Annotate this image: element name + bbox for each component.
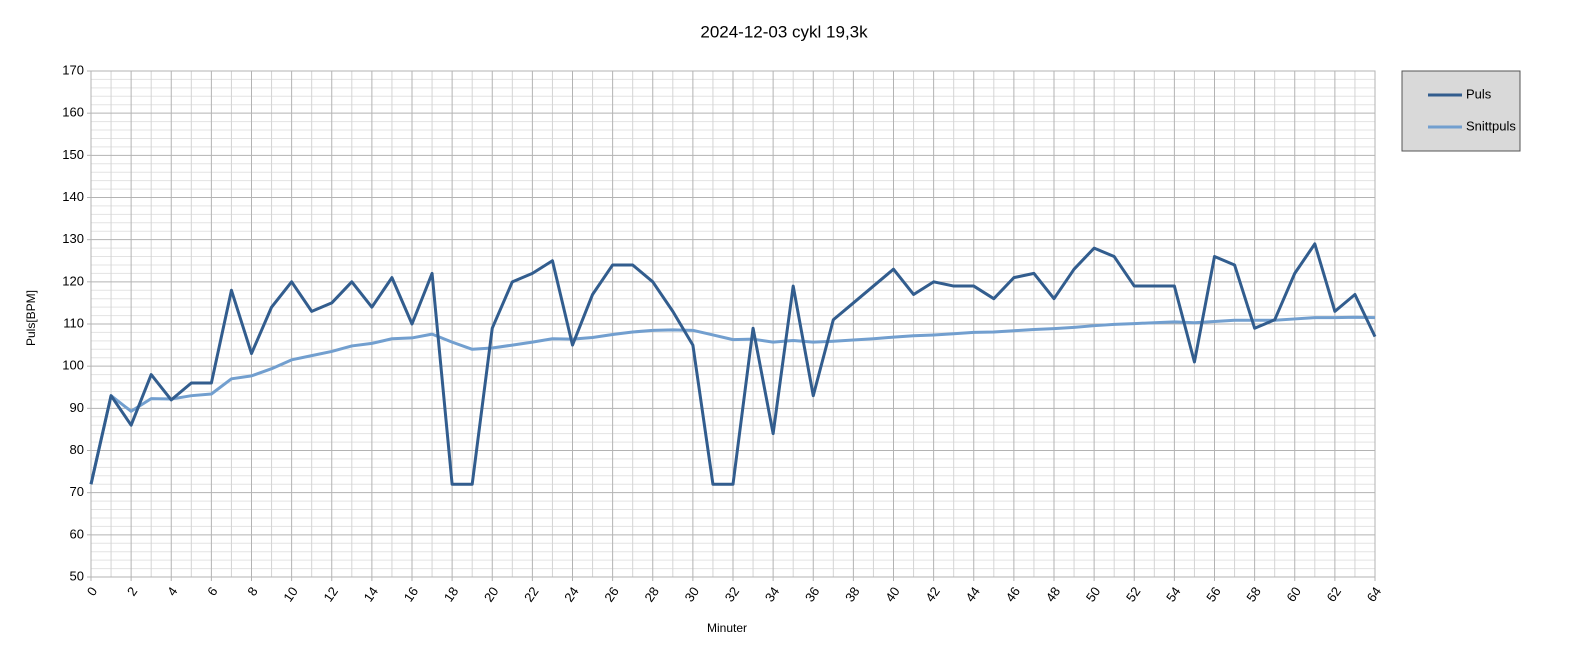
x-tick-label: 60 [1283,584,1304,604]
x-tick-label: 32 [722,584,743,604]
x-tick-label: 26 [601,584,622,604]
legend-label: Snittpuls [1466,118,1516,133]
x-tick-label: 8 [244,584,260,599]
x-tick-label: 52 [1123,584,1144,604]
x-tick-label: 6 [204,584,220,599]
x-tick-label: 12 [320,584,341,604]
y-tick-label: 120 [62,273,84,288]
x-tick-label: 62 [1324,584,1345,604]
y-tick-label: 160 [62,105,84,120]
y-tick-label: 130 [62,231,84,246]
y-tick-label: 60 [70,526,84,541]
x-tick-label: 54 [1163,584,1184,604]
x-tick-label: 20 [481,584,502,604]
x-tick-label: 64 [1364,584,1385,604]
x-tick-label: 18 [441,584,462,604]
x-tick-label: 0 [84,584,100,599]
x-tick-label: 58 [1243,584,1264,604]
x-axis-label: Minuter [707,621,747,635]
y-axis-label: Puls[BPM] [24,290,38,346]
y-tick-label: 70 [70,484,84,499]
legend-label: Puls [1466,86,1492,101]
y-tick-label: 80 [70,442,84,457]
x-tick-label: 44 [962,584,983,604]
legend-box [1401,70,1521,152]
x-tick-label: 42 [922,584,943,604]
y-tick-label: 170 [62,62,84,77]
y-tick-label: 110 [63,315,84,330]
x-tick-label: 30 [682,584,703,604]
chart-title: 2024-12-03 cykl 19,3k [700,22,868,41]
series-line [89,315,1376,485]
x-tick-label: 48 [1043,584,1064,604]
x-tick-label: 16 [401,584,422,604]
x-tick-label: 10 [280,584,301,604]
x-tick-label: 36 [802,584,823,604]
plot-frame [90,70,1376,578]
x-tick-label: 50 [1083,584,1104,604]
x-tick-label: 22 [521,584,542,604]
x-tick-label: 28 [641,584,662,604]
y-tick-label: 100 [62,358,84,373]
x-tick-label: 56 [1203,584,1224,604]
x-tick-label: 14 [361,584,382,604]
x-tick-label: 24 [561,584,582,604]
y-tick-label: 90 [70,400,84,415]
y-tick-label: 140 [62,189,84,204]
x-tick-label: 38 [842,584,863,604]
x-tick-label: 2 [124,584,140,599]
x-tick-label: 4 [164,584,180,599]
x-tick-label: 40 [882,584,903,604]
y-tick-label: 50 [70,568,84,583]
y-tick-label: 150 [62,147,84,162]
x-tick-label: 46 [1003,584,1024,604]
series-line [89,242,1377,486]
x-tick-label: 34 [762,584,783,604]
